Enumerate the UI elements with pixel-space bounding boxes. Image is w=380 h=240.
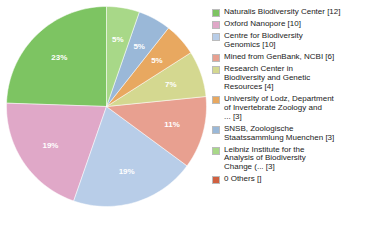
html-text:Naturalis Biodiversity Center: Naturalis Biodiversity Center [12] <box>224 7 341 16</box>
svg-text:19%: 19% <box>119 167 135 176</box>
html-text:Leibniz Institute for the Anal: Leibniz Institute for the Analysis of Bi… <box>224 144 306 172</box>
svg-text:11%: 11% <box>164 120 180 129</box>
html-text:Oxford Nanopore [10]: Oxford Nanopore [10] <box>224 19 301 28</box>
svg-text:5%: 5% <box>112 35 124 44</box>
svg-text:7%: 7% <box>165 80 177 89</box>
html-text:University of Lodz, Department: University of Lodz, Department of Invert… <box>224 93 334 121</box>
svg-text:5%: 5% <box>133 42 145 51</box>
svg-text:19%: 19% <box>42 141 58 150</box>
html-text:Centre for Biodiversity Genomi: Centre for Biodiversity Genomics [10] <box>224 31 303 49</box>
html-text:0 Others []: 0 Others [] <box>224 174 262 184</box>
svg-text:23%: 23% <box>51 53 67 62</box>
html-text:SNSB, Zoologische Staatssammlu: SNSB, Zoologische Staatssammlung Muenche… <box>224 123 335 142</box>
svg-text:5%: 5% <box>151 56 163 65</box>
html-text:Mined from GenBank, NCBI [6]: Mined from GenBank, NCBI [6] <box>224 51 335 61</box>
html-text:Research Center in Biodiversit: Research Center in Biodiversity and Gene… <box>224 63 311 91</box>
